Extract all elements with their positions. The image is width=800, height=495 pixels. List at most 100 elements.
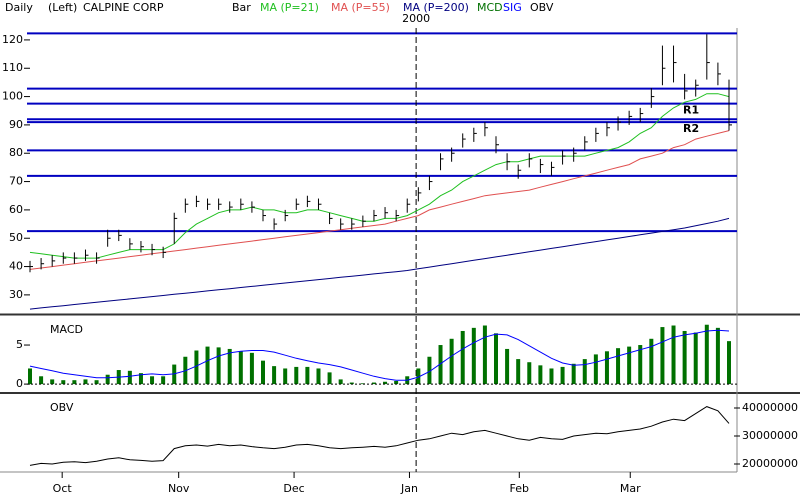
histogram-bar — [693, 332, 698, 385]
y-tick-label: 20000000 — [742, 457, 798, 470]
legend-entry: MCD — [477, 1, 503, 14]
histogram-bar — [249, 352, 254, 385]
histogram-bar — [138, 373, 143, 385]
histogram-bar — [505, 348, 510, 385]
moving-average — [29, 217, 730, 310]
legend-entry: MA (P=21) — [260, 1, 319, 14]
histogram-bar — [471, 327, 476, 385]
histogram-bar — [427, 356, 432, 385]
legend-entry: MA (P=200) — [403, 1, 469, 14]
histogram-bar — [383, 381, 388, 385]
histogram-bar — [94, 380, 99, 385]
histogram-bar — [438, 345, 443, 385]
x-tick-label: Nov — [168, 482, 190, 495]
x-tick-label: Mar — [620, 482, 641, 495]
panel-title: OBV — [50, 401, 74, 414]
histogram-bar — [527, 362, 532, 385]
x-tick-label: Oct — [53, 482, 73, 495]
style-label: Bar — [232, 1, 251, 14]
histogram-bar — [105, 374, 110, 385]
histogram-bar — [360, 383, 365, 385]
histogram-bar — [305, 366, 310, 385]
histogram-bar — [72, 380, 77, 385]
x-tick-label: Jan — [400, 482, 418, 495]
axis-side-label: (Left) — [48, 1, 77, 14]
histogram-bar — [582, 359, 587, 385]
histogram-bar — [150, 376, 155, 385]
histogram-bar — [593, 354, 598, 385]
period-label: Daily — [5, 1, 33, 14]
histogram-bar — [394, 380, 399, 385]
histogram-bar — [616, 348, 621, 385]
header: Daily (Left) CALPINE CORP Bar MA (P=21) … — [5, 1, 554, 14]
histogram-bar — [28, 368, 32, 385]
histogram-bar — [649, 338, 654, 385]
y-tick-label: 90 — [9, 118, 23, 131]
histogram-bar — [704, 324, 709, 385]
histogram-bar — [272, 366, 277, 385]
y-tick-label: 60 — [9, 203, 23, 216]
histogram-bar — [482, 325, 487, 385]
histogram-bar — [571, 363, 576, 385]
histogram-bar — [50, 379, 55, 385]
y-tick-label: 110 — [2, 61, 23, 74]
histogram-bar — [227, 348, 232, 385]
histogram-bar — [416, 368, 421, 385]
histogram-bar — [338, 379, 343, 385]
histogram-bar — [638, 345, 643, 385]
legend-entry: SIG — [503, 1, 522, 14]
chart-title: CALPINE CORP — [83, 1, 164, 14]
histogram-bar — [549, 368, 554, 385]
y-tick-label: 30 — [9, 288, 23, 301]
histogram-bar — [161, 376, 166, 385]
histogram-bar — [283, 368, 288, 385]
histogram-bar — [516, 359, 521, 385]
x-tick-label: Dec — [283, 482, 304, 495]
obv-line — [29, 406, 730, 466]
year-label: 2000 — [402, 12, 430, 25]
histogram-bar — [294, 366, 299, 385]
x-tick-label: Feb — [510, 482, 529, 495]
y-tick-label: 80 — [9, 146, 23, 159]
histogram-bar — [261, 360, 265, 385]
histogram-bar — [538, 365, 543, 385]
histogram-bar — [316, 368, 321, 385]
histogram-bar — [494, 333, 498, 385]
histogram-bar — [715, 327, 720, 385]
histogram-bar — [449, 338, 454, 385]
histogram-bar — [560, 366, 565, 385]
level-label: R2 — [683, 122, 699, 135]
y-tick-label: 5 — [16, 338, 23, 351]
histogram-bar — [660, 327, 665, 385]
histogram-bar — [371, 382, 376, 385]
histogram-bar — [604, 351, 609, 385]
histogram-bar — [460, 330, 465, 385]
y-tick-label: 40000000 — [742, 401, 798, 414]
histogram-bar — [61, 380, 66, 385]
y-tick-label: 120 — [2, 33, 23, 46]
histogram-bar — [39, 376, 44, 385]
moving-average — [29, 130, 730, 270]
y-tick-label: 0 — [16, 377, 23, 390]
y-tick-label: 30000000 — [742, 429, 798, 442]
histogram-bar — [127, 370, 132, 385]
y-tick-label: 70 — [9, 175, 23, 188]
histogram-bar — [194, 350, 199, 385]
histogram-bar — [327, 372, 332, 385]
histogram-bar — [349, 382, 354, 385]
histogram-bar — [216, 347, 221, 385]
histogram-bar — [682, 330, 687, 385]
y-tick-label: 40 — [9, 260, 23, 273]
histogram-bar — [205, 346, 210, 385]
moving-average — [29, 93, 730, 259]
histogram-bar — [727, 341, 731, 385]
histogram-bar — [83, 379, 88, 385]
signal-line — [29, 329, 730, 381]
legend-entry: OBV — [530, 1, 554, 14]
y-tick-label: 100 — [2, 90, 23, 103]
legend-entry: MA (P=55) — [331, 1, 390, 14]
histogram-bar — [238, 351, 243, 385]
panel-title: MACD — [50, 323, 83, 336]
histogram-bar — [627, 346, 632, 385]
